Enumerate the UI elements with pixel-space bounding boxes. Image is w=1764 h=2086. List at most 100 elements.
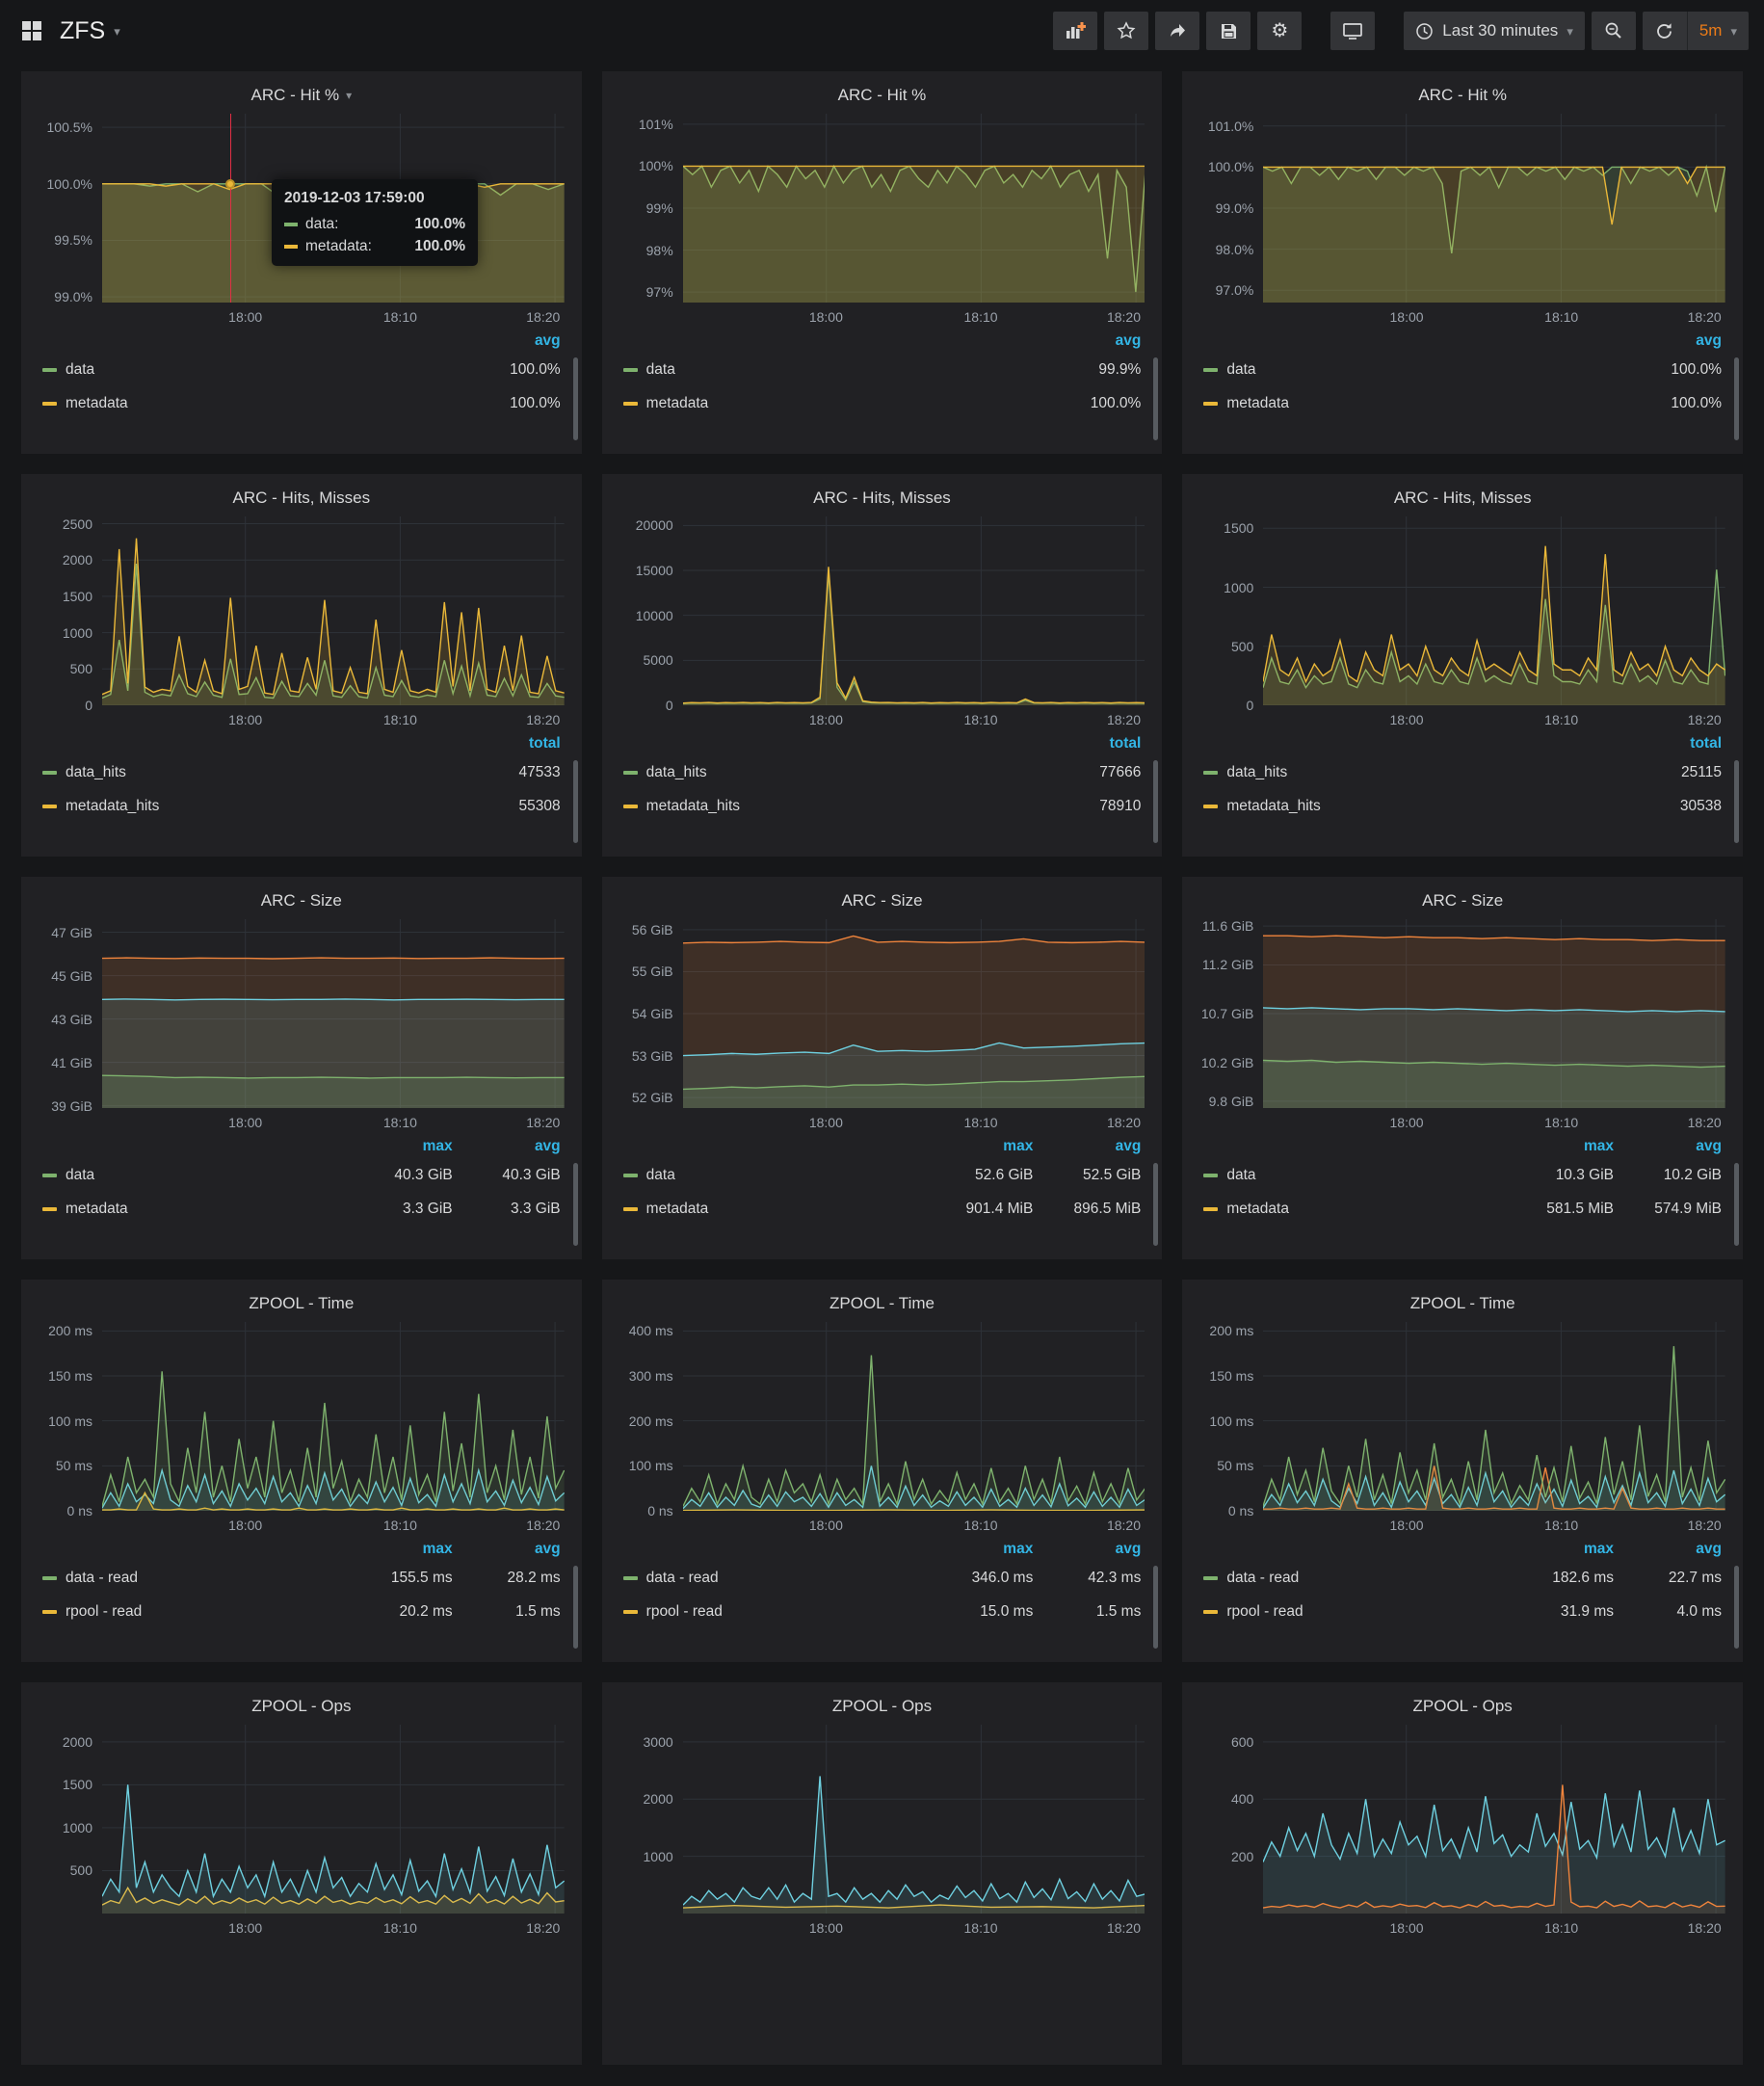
plot-area[interactable]	[682, 919, 1145, 1108]
panel-title[interactable]: ZPOOL - Ops ▾	[614, 1688, 1151, 1725]
panel-title[interactable]: ARC - Size ▾	[1194, 883, 1731, 919]
legend-stat-column[interactable]: total	[1690, 734, 1722, 752]
panel-title[interactable]: ARC - Hit % ▾	[1194, 77, 1731, 114]
time-range-picker[interactable]: Last 30 minutes ▾	[1404, 12, 1585, 50]
legend-scrollbar[interactable]	[1734, 357, 1739, 440]
plot-area[interactable]	[102, 1322, 565, 1511]
legend-stat-column[interactable]: total	[528, 734, 561, 752]
legend-stat-column[interactable]: avg	[1115, 331, 1142, 349]
plot-area[interactable]	[102, 1725, 565, 1914]
legend-stat-column[interactable]: max	[422, 1540, 453, 1557]
legend-item[interactable]: data_hits 77666	[622, 755, 1141, 789]
series-color-swatch[interactable]	[1203, 770, 1219, 775]
plot-area[interactable]	[682, 1322, 1145, 1511]
legend-stat-column[interactable]: avg	[1696, 331, 1722, 349]
series-color-swatch[interactable]	[42, 1575, 57, 1580]
plot-area[interactable]	[682, 114, 1145, 303]
legend-item[interactable]: data - read 182.6 ms 22.7 ms	[1203, 1561, 1722, 1595]
legend-item[interactable]: data 100.0%	[1203, 353, 1722, 386]
series-color-swatch[interactable]	[1203, 1173, 1219, 1177]
settings-button[interactable]: ⚙	[1257, 12, 1303, 50]
panel-title[interactable]: ARC - Hits, Misses ▾	[614, 480, 1151, 516]
series-color-swatch[interactable]	[42, 1609, 57, 1614]
legend-item[interactable]: metadata 100.0%	[1203, 386, 1722, 420]
plot-area[interactable]	[682, 1725, 1145, 1914]
plot-area[interactable]	[102, 516, 565, 705]
legend-scrollbar[interactable]	[1734, 760, 1739, 843]
series-color-swatch[interactable]	[1203, 804, 1219, 808]
legend-stat-column[interactable]: max	[1583, 1540, 1614, 1557]
legend-scrollbar[interactable]	[1153, 760, 1159, 843]
panel-title[interactable]: ARC - Hit % ▾	[33, 77, 570, 114]
legend-stat-column[interactable]: avg	[1696, 1137, 1722, 1154]
series-color-swatch[interactable]	[622, 1609, 638, 1614]
series-color-swatch[interactable]	[622, 1173, 638, 1177]
legend-stat-column[interactable]: max	[422, 1137, 453, 1154]
panel-title[interactable]: ARC - Hits, Misses ▾	[33, 480, 570, 516]
legend-item[interactable]: data_hits 25115	[1203, 755, 1722, 789]
panel-title[interactable]: ARC - Hits, Misses ▾	[1194, 480, 1731, 516]
legend-stat-column[interactable]: avg	[534, 1540, 561, 1557]
legend-scrollbar[interactable]	[572, 760, 578, 843]
legend-scrollbar[interactable]	[1153, 1566, 1159, 1649]
legend-item[interactable]: data_hits 47533	[42, 755, 561, 789]
legend-stat-column[interactable]: avg	[1115, 1540, 1142, 1557]
zoom-out-button[interactable]	[1591, 12, 1636, 50]
legend-stat-column[interactable]: avg	[534, 1137, 561, 1154]
panel-title[interactable]: ARC - Size ▾	[33, 883, 570, 919]
series-color-swatch[interactable]	[1203, 401, 1219, 406]
series-color-swatch[interactable]	[42, 1173, 57, 1177]
series-color-swatch[interactable]	[1203, 1206, 1219, 1211]
panel-title[interactable]: ZPOOL - Ops ▾	[33, 1688, 570, 1725]
legend-stat-column[interactable]: max	[1003, 1540, 1034, 1557]
series-color-swatch[interactable]	[622, 1575, 638, 1580]
legend-item[interactable]: rpool - read 15.0 ms 1.5 ms	[622, 1595, 1141, 1628]
legend-stat-column[interactable]: avg	[534, 331, 561, 349]
plot-area[interactable]	[1263, 919, 1725, 1108]
panel-title[interactable]: ARC - Hit % ▾	[614, 77, 1151, 114]
legend-item[interactable]: rpool - read 20.2 ms 1.5 ms	[42, 1595, 561, 1628]
series-color-swatch[interactable]	[622, 1206, 638, 1211]
legend-scrollbar[interactable]	[1734, 1163, 1739, 1246]
legend-item[interactable]: rpool - read 31.9 ms 4.0 ms	[1203, 1595, 1722, 1628]
panel-title[interactable]: ARC - Size ▾	[614, 883, 1151, 919]
series-color-swatch[interactable]	[42, 401, 57, 406]
series-color-swatch[interactable]	[1203, 1609, 1219, 1614]
legend-item[interactable]: metadata 901.4 MiB 896.5 MiB	[622, 1192, 1141, 1226]
legend-item[interactable]: metadata 100.0%	[42, 386, 561, 420]
legend-scrollbar[interactable]	[1734, 1566, 1739, 1649]
legend-item[interactable]: metadata_hits 78910	[622, 789, 1141, 823]
legend-stat-column[interactable]: max	[1583, 1137, 1614, 1154]
legend-item[interactable]: data 40.3 GiB 40.3 GiB	[42, 1158, 561, 1192]
refresh-button[interactable]	[1642, 12, 1687, 50]
save-dashboard-button[interactable]	[1206, 12, 1251, 50]
series-color-swatch[interactable]	[42, 804, 57, 808]
plot-area[interactable]	[102, 919, 565, 1108]
plot-area[interactable]	[1263, 516, 1725, 705]
series-color-swatch[interactable]	[622, 401, 638, 406]
panel-title[interactable]: ZPOOL - Time ▾	[1194, 1285, 1731, 1322]
panel-title[interactable]: ZPOOL - Time ▾	[614, 1285, 1151, 1322]
legend-scrollbar[interactable]	[1153, 357, 1159, 440]
legend-item[interactable]: data 99.9%	[622, 353, 1141, 386]
star-dashboard-button[interactable]	[1104, 12, 1149, 50]
legend-stat-column[interactable]: total	[1109, 734, 1142, 752]
legend-scrollbar[interactable]	[572, 1163, 578, 1246]
legend-item[interactable]: metadata 581.5 MiB 574.9 MiB	[1203, 1192, 1722, 1226]
plot-area[interactable]	[1263, 1725, 1725, 1914]
plot-area[interactable]	[1263, 114, 1725, 303]
legend-item[interactable]: data - read 346.0 ms 42.3 ms	[622, 1561, 1141, 1595]
panel-title[interactable]: ZPOOL - Time ▾	[33, 1285, 570, 1322]
legend-item[interactable]: metadata_hits 30538	[1203, 789, 1722, 823]
series-color-swatch[interactable]	[622, 804, 638, 808]
legend-stat-column[interactable]: avg	[1115, 1137, 1142, 1154]
series-color-swatch[interactable]	[1203, 1575, 1219, 1580]
legend-item[interactable]: data - read 155.5 ms 28.2 ms	[42, 1561, 561, 1595]
add-panel-button[interactable]	[1053, 12, 1098, 50]
legend-item[interactable]: data 52.6 GiB 52.5 GiB	[622, 1158, 1141, 1192]
series-color-swatch[interactable]	[1203, 367, 1219, 372]
refresh-interval-picker[interactable]: 5m ▾	[1686, 12, 1749, 50]
legend-scrollbar[interactable]	[1153, 1163, 1159, 1246]
legend-item[interactable]: data 10.3 GiB 10.2 GiB	[1203, 1158, 1722, 1192]
panel-title[interactable]: ZPOOL - Ops ▾	[1194, 1688, 1731, 1725]
